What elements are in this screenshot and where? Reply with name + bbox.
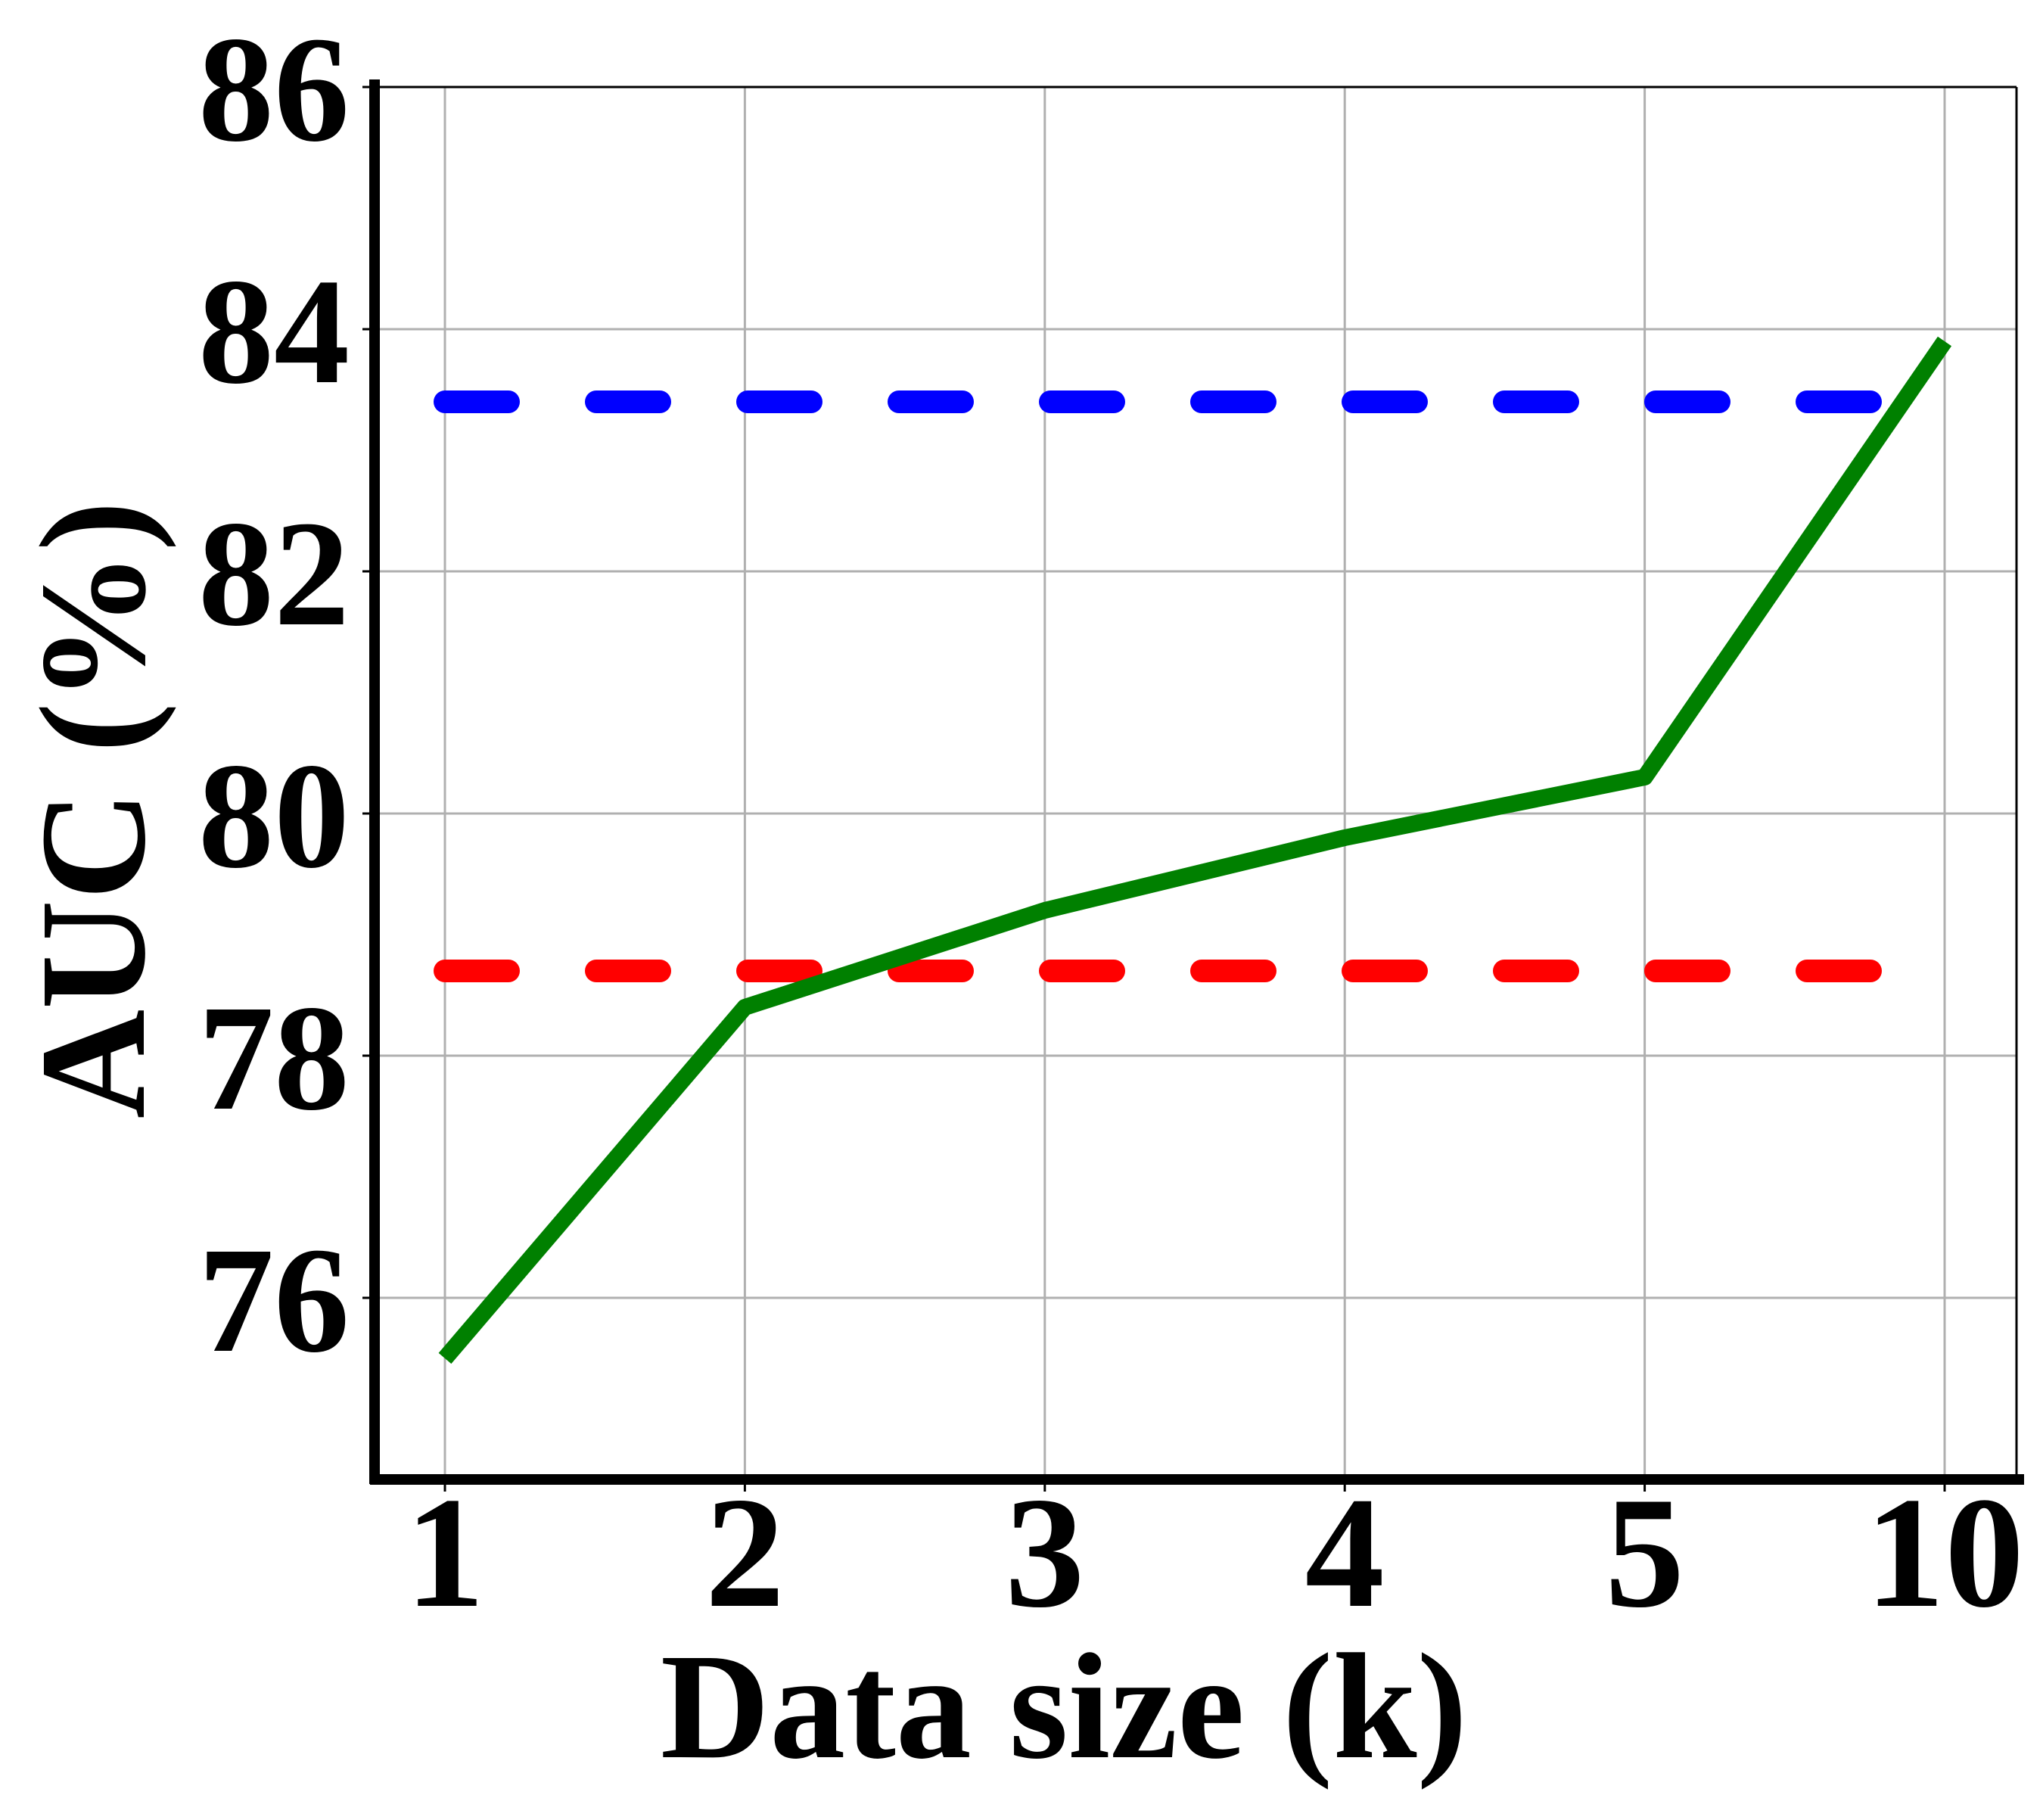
y-tick-label: 76	[198, 1217, 350, 1384]
x-tick-label: 4	[1305, 1465, 1385, 1641]
x-tick-label: 10	[1865, 1465, 2024, 1641]
grid	[375, 86, 2017, 1479]
y-tick-label: 84	[198, 248, 350, 415]
series-line	[438, 336, 1952, 1364]
y-tick-label: 86	[198, 6, 350, 173]
x-tick-label: 3	[1005, 1465, 1084, 1641]
y-tick-label: 80	[198, 733, 350, 900]
x-axis-label: Data size (k)	[661, 1623, 1467, 1790]
y-axis-label: AUC (%)	[10, 501, 177, 1119]
x-tick-label: 1	[406, 1465, 485, 1641]
axes	[362, 79, 2024, 1492]
x-tick-label: 2	[705, 1465, 785, 1641]
tick-labels: 1 2 3 4 5 10 76 78 80 82 84 86	[198, 6, 2024, 1641]
reference-lines	[434, 390, 1956, 982]
series	[438, 336, 1952, 1364]
y-tick-label: 82	[198, 490, 350, 658]
x-tick-label: 5	[1605, 1465, 1684, 1641]
y-tick-label: 78	[198, 975, 350, 1142]
